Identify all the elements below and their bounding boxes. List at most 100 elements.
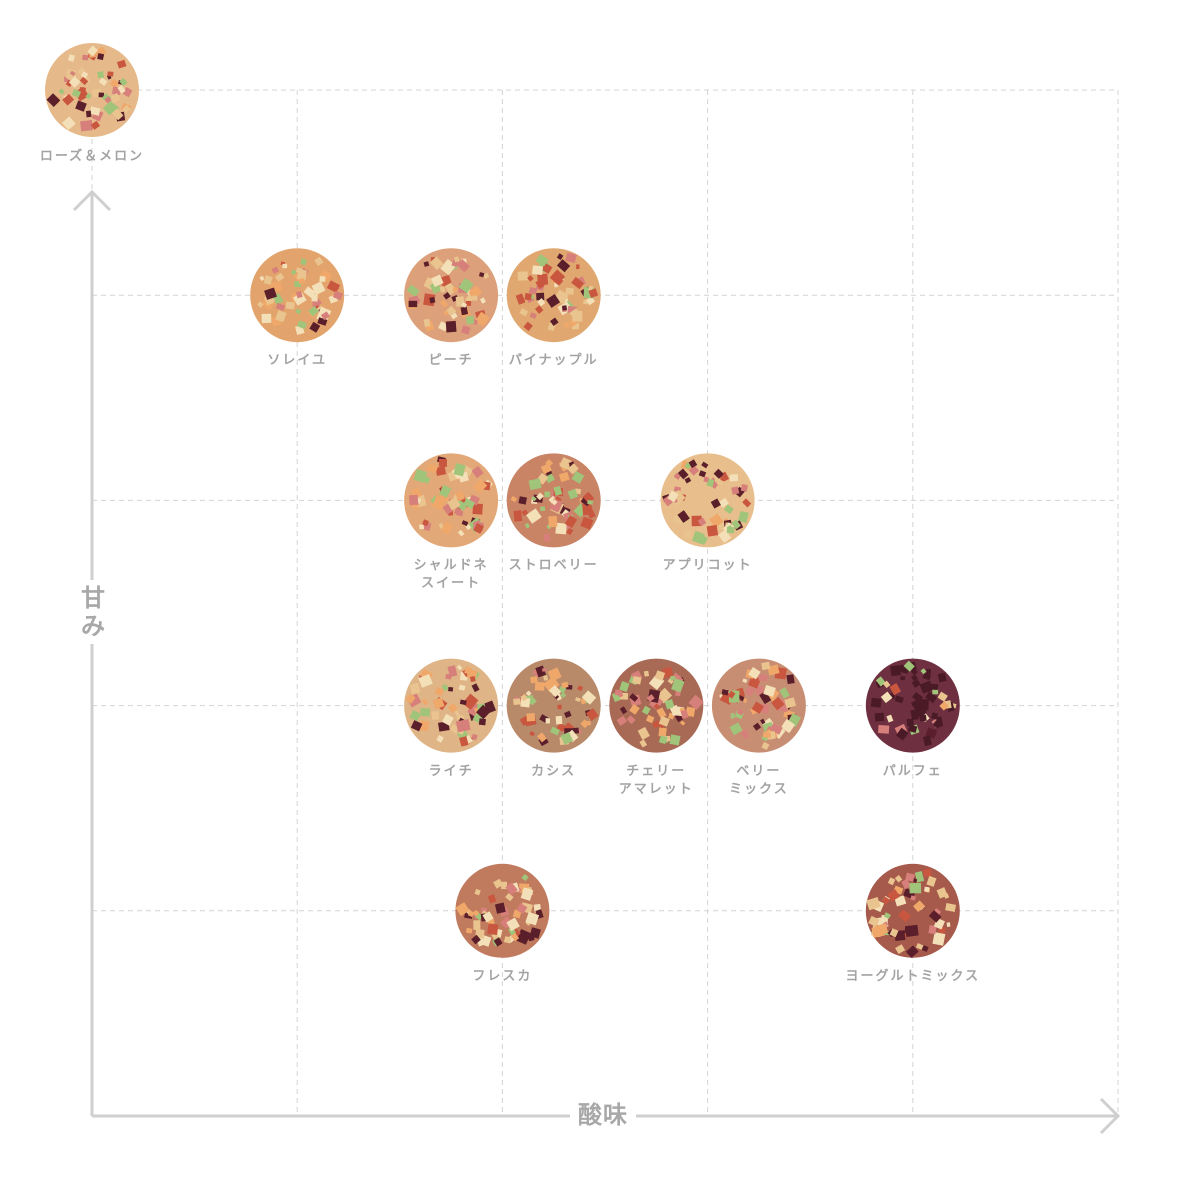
tea-piece (564, 710, 572, 718)
tea-piece (771, 696, 785, 711)
tea-piece (677, 468, 689, 480)
tea-piece (438, 484, 452, 498)
tea-piece (752, 722, 762, 731)
tea-piece (703, 476, 710, 483)
tea-piece (585, 708, 599, 721)
tea-piece (550, 726, 560, 736)
tea-piece (762, 731, 772, 739)
tea-piece (535, 253, 549, 267)
tea-piece (580, 698, 587, 705)
tea-piece (297, 320, 308, 330)
tea-piece (524, 292, 532, 301)
tea-piece (874, 923, 889, 936)
tea-piece (453, 463, 466, 477)
tea-piece (474, 311, 490, 327)
tea-piece (675, 690, 681, 697)
tea-piece (456, 664, 463, 671)
tea-piece (465, 927, 473, 934)
tea-piece (915, 942, 924, 950)
tea-piece (447, 496, 461, 511)
tea-piece (440, 259, 457, 276)
tea-piece (421, 475, 431, 484)
tea-piece (259, 275, 265, 282)
tea-piece (423, 261, 430, 267)
tea-piece (886, 714, 894, 723)
tea-piece (439, 285, 446, 293)
point-label: パルフェ (882, 763, 943, 779)
tea-piece (448, 687, 454, 692)
tea-point (609, 658, 704, 753)
tea-piece (740, 484, 748, 492)
tea-piece (463, 498, 476, 510)
tea-piece (673, 672, 679, 678)
tea-piece (290, 269, 297, 276)
tea-piece (445, 320, 457, 333)
tea-piece (555, 715, 563, 725)
tea-piece (429, 256, 444, 271)
tea-piece (534, 682, 545, 691)
tea-point (250, 248, 345, 343)
tea-piece (769, 722, 783, 735)
tea-piece (572, 727, 580, 734)
tea-piece (109, 92, 121, 104)
point-label: ソレイユ (267, 353, 328, 369)
tea-piece (560, 692, 567, 699)
tea-piece (645, 714, 655, 724)
tea-piece (473, 909, 479, 917)
tea-piece (662, 666, 674, 679)
tea-piece (510, 932, 520, 942)
tea-piece (478, 718, 486, 726)
tea-piece (535, 279, 545, 290)
tea-piece (677, 510, 690, 524)
tea-piece (588, 288, 599, 299)
tea-piece (526, 713, 536, 722)
tea-piece (418, 720, 430, 732)
tea-piece (550, 317, 559, 327)
tea-piece (442, 503, 454, 515)
tea-piece (747, 675, 761, 689)
tea-piece (868, 915, 880, 927)
tea-piece (116, 59, 127, 69)
tea-piece (406, 284, 420, 297)
tea-piece (528, 286, 538, 295)
tea-piece (296, 267, 303, 274)
tea-piece (107, 71, 114, 77)
tea-piece (487, 894, 497, 904)
tea-piece (478, 272, 485, 278)
tea-piece (557, 704, 562, 710)
tea-piece (410, 720, 423, 732)
tea-piece (117, 85, 126, 94)
tea-piece (460, 306, 469, 316)
tea-piece (455, 902, 470, 917)
tea-piece (905, 945, 919, 959)
tea-piece (559, 457, 572, 470)
tea-piece (505, 892, 514, 902)
tea-piece (482, 272, 490, 279)
tea-piece (473, 920, 481, 930)
tea-piece (510, 495, 518, 503)
tea-piece (653, 703, 660, 710)
tea-piece (919, 680, 934, 694)
tea-piece (447, 703, 458, 714)
tea-piece (314, 256, 324, 266)
tea-piece (523, 321, 533, 332)
tea-piece (275, 310, 287, 323)
tea-piece (629, 693, 639, 702)
tea-point (865, 863, 960, 959)
tea-piece (434, 686, 444, 697)
tea-piece (937, 672, 947, 683)
point-label: ストロベリー (508, 558, 599, 574)
tea-piece (441, 713, 454, 726)
tea-piece (89, 106, 101, 116)
tea-piece (880, 691, 893, 704)
tea-piece (435, 466, 447, 476)
tea-piece (432, 697, 445, 710)
tea-piece (332, 290, 344, 301)
tea-piece (912, 691, 924, 703)
tea-point (506, 453, 601, 548)
tea-piece (580, 719, 590, 729)
tea-piece (553, 485, 563, 497)
tea-piece (90, 120, 101, 130)
tea-piece (701, 461, 709, 469)
tea-piece (493, 878, 504, 889)
